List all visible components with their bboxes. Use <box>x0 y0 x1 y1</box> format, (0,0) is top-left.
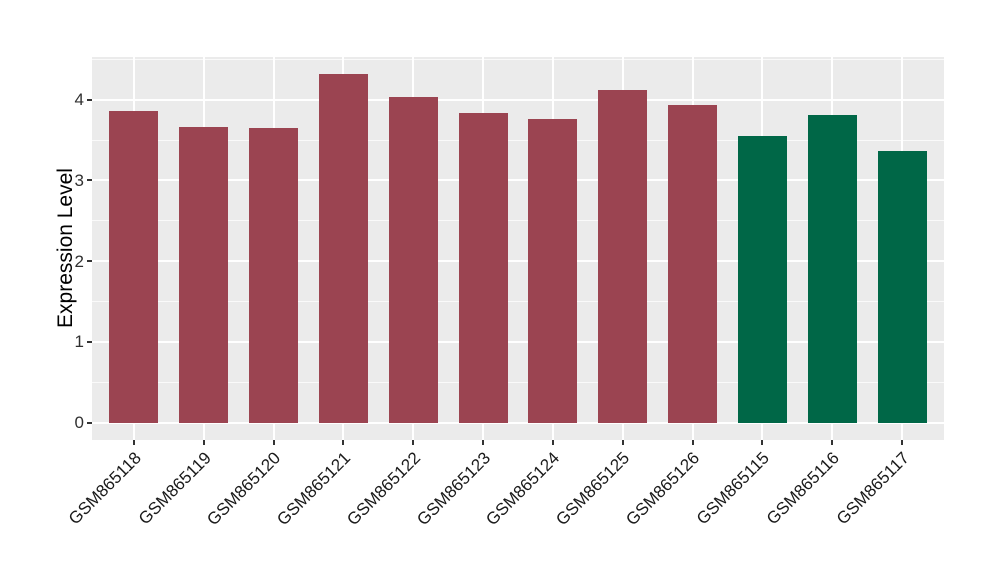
major-gridline <box>92 421 944 424</box>
x-tick-label-GSM865123: GSM865123 <box>412 448 494 530</box>
x-tick-label-GSM865117: GSM865117 <box>832 448 913 529</box>
minor-gridline <box>92 220 944 222</box>
major-gridline <box>92 340 944 343</box>
x-tick-label-GSM865118: GSM865118 <box>64 448 145 529</box>
bar-GSM865115 <box>737 136 787 423</box>
x-tick-mark <box>831 440 834 445</box>
bar-GSM865116 <box>807 115 857 423</box>
x-tick-mark <box>691 440 694 445</box>
bar-GSM865125 <box>598 90 648 423</box>
y-tick-label: 4 <box>74 90 84 110</box>
x-tick-label-GSM865121: GSM865121 <box>273 448 355 530</box>
bar-GSM865120 <box>249 127 299 423</box>
minor-gridline <box>92 139 944 141</box>
minor-gridline <box>92 58 944 60</box>
plot-panel <box>92 57 944 440</box>
x-tick-label-GSM865125: GSM865125 <box>552 448 634 530</box>
x-tick-mark <box>621 440 624 445</box>
x-tick-mark <box>202 440 205 445</box>
x-tick-label-GSM865116: GSM865116 <box>762 448 843 529</box>
bar-GSM865126 <box>668 104 718 423</box>
x-tick-mark <box>761 440 764 445</box>
x-tick-label-GSM865122: GSM865122 <box>343 448 424 530</box>
y-tick-label: 0 <box>74 413 84 432</box>
x-tick-label-GSM865120: GSM865120 <box>203 448 285 530</box>
major-gridline <box>92 179 944 182</box>
bar-GSM865124 <box>528 119 578 423</box>
bar-GSM865121 <box>318 73 368 423</box>
bar-GSM865122 <box>388 97 438 423</box>
bar-GSM865118 <box>109 111 159 423</box>
major-gridline <box>92 98 944 101</box>
y-tick-label: 1 <box>74 332 84 352</box>
x-tick-mark <box>551 440 554 445</box>
x-tick-label-GSM865115: GSM865115 <box>693 448 774 529</box>
x-tick-label-GSM865124: GSM865124 <box>482 448 564 530</box>
x-tick-mark <box>482 440 485 445</box>
bar-GSM865117 <box>877 151 927 423</box>
minor-gridline <box>92 300 944 302</box>
major-gridline <box>92 260 944 263</box>
x-tick-mark <box>342 440 345 445</box>
x-tick-mark <box>901 440 904 445</box>
x-tick-mark <box>272 440 275 445</box>
x-tick-label-GSM865119: GSM865119 <box>134 448 215 529</box>
minor-gridline <box>92 381 944 383</box>
x-tick-label-GSM865126: GSM865126 <box>622 448 704 530</box>
bar-GSM865123 <box>458 112 508 423</box>
bar-GSM865119 <box>179 127 229 423</box>
x-tick-mark <box>132 440 135 445</box>
x-tick-mark <box>412 440 415 445</box>
y-axis-title: Expression Level <box>54 168 77 328</box>
